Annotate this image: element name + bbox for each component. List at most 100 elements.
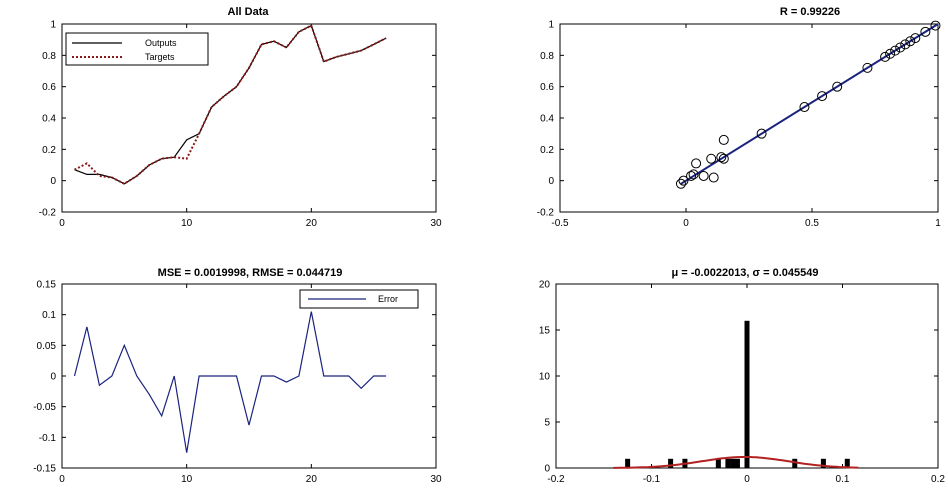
panel-regression: R = 0.99226 -0.5 0 0.5 1 -0.2 0 0.2 0.4 0.6 0.8 1 xyxy=(537,6,941,229)
y-tick-label: 0 xyxy=(548,176,554,187)
panel-all-data: All Data 0 10 20 30-0.200.20.40.60.81 Outpu… xyxy=(39,6,442,229)
series-line-targets xyxy=(74,24,387,185)
data-point xyxy=(799,102,810,113)
x-tick-label: 0 xyxy=(683,218,689,229)
y-tick-label: 0.15 xyxy=(37,280,57,291)
data-point xyxy=(708,172,719,183)
y-tick-label: 0 xyxy=(50,372,56,383)
y-tick-label: 15 xyxy=(539,326,551,337)
x-tick-label: -0.2 xyxy=(547,474,565,485)
y-tick-label: 0 xyxy=(544,464,550,475)
x-tick-label: 30 xyxy=(430,218,442,229)
histogram-bar xyxy=(744,320,750,468)
histogram-bar xyxy=(820,458,826,468)
axes-box xyxy=(559,23,939,213)
y-tick-label: -0.1 xyxy=(39,433,57,444)
data-point xyxy=(675,178,686,189)
y-tick-label: 0.05 xyxy=(37,341,57,352)
data-point xyxy=(832,81,843,92)
y-tick-label: 5 xyxy=(544,418,550,429)
histogram-bar xyxy=(734,458,740,468)
plot-area: -0.2 -0.1 0 0.1 0.2 0 5 10 15 20 xyxy=(539,280,946,486)
chart-title: MSE = 0.0019998, RMSE = 0.044719 xyxy=(158,267,343,279)
normal-fit-curve xyxy=(613,456,859,469)
panel-histogram: μ = -0.0022013, σ = 0.045549 -0.2 -0.1 0 0.… xyxy=(539,267,946,485)
x-tick-label: 20 xyxy=(306,218,318,229)
data-point xyxy=(890,45,901,56)
x-tick-label: -0.5 xyxy=(551,218,569,229)
y-tick-label: 0.6 xyxy=(42,82,56,93)
legend: Error xyxy=(299,289,419,309)
chart-title: R = 0.99226 xyxy=(780,6,840,18)
data-point xyxy=(905,36,916,47)
histogram-bar xyxy=(725,458,731,468)
data-point xyxy=(880,51,891,62)
data-point xyxy=(862,62,873,73)
data-point xyxy=(817,91,828,102)
x-tick-label: 0.2 xyxy=(931,474,945,485)
x-tick-label: 0 xyxy=(59,218,65,229)
legend-outputs-label: Outputs xyxy=(145,38,177,48)
plot-area: 0 10 20 30 -0.15 -0.1 -0.05 0 0.05 0.1 0.15 xyxy=(33,280,442,486)
data-point xyxy=(698,170,709,181)
histogram-bar xyxy=(844,458,850,468)
y-tick-label: 10 xyxy=(539,372,551,383)
x-tick-label: -0.1 xyxy=(643,474,661,485)
x-tick-label: 10 xyxy=(181,474,193,485)
x-tick-label: 0 xyxy=(744,474,750,485)
y-tick-label: 0.8 xyxy=(42,51,56,62)
plot-area: -0.5 0 0.5 1 -0.2 0 0.2 0.4 0.6 0.8 1 xyxy=(537,20,941,230)
data-point xyxy=(756,128,767,139)
panel-error: MSE = 0.0019998, RMSE = 0.044719 0 10 20 30… xyxy=(33,267,442,485)
x-tick-label: 30 xyxy=(430,474,442,485)
y-tick-label: 0.2 xyxy=(540,145,554,156)
data-point xyxy=(895,42,906,53)
y-tick-label: 0.2 xyxy=(42,145,56,156)
y-tick-label: 1 xyxy=(50,20,56,31)
data-point xyxy=(885,48,896,59)
x-tick-label: 0 xyxy=(59,474,65,485)
data-point xyxy=(900,39,911,50)
y-tick-label: -0.2 xyxy=(537,208,555,219)
data-point xyxy=(930,20,941,31)
fit-line xyxy=(680,23,939,185)
y-tick-label: -0.2 xyxy=(39,208,57,219)
data-point xyxy=(718,153,729,164)
histogram-bar xyxy=(715,458,721,468)
y-tick-label: 0.1 xyxy=(42,310,56,321)
data-point xyxy=(686,170,697,181)
y-tick-label: 0 xyxy=(50,176,56,187)
legend-error-label: Error xyxy=(378,294,398,304)
x-tick-label: 0.5 xyxy=(805,218,819,229)
x-tick-label: 10 xyxy=(181,218,193,229)
data-point xyxy=(678,175,689,186)
y-tick-label: 20 xyxy=(539,280,551,291)
data-point xyxy=(716,152,727,163)
data-point xyxy=(688,169,699,180)
x-tick-label: 0.1 xyxy=(836,474,850,485)
legend: Outputs Targets xyxy=(65,32,209,66)
histogram-bar xyxy=(668,458,674,468)
chart-title: All Data xyxy=(228,6,270,18)
data-point xyxy=(718,134,729,145)
data-point xyxy=(706,153,717,164)
series-line-error xyxy=(73,311,387,453)
y-tick-label: 0.4 xyxy=(42,114,56,125)
y-tick-label: -0.05 xyxy=(33,402,56,413)
x-tick-label: 20 xyxy=(306,474,318,485)
histogram-bar xyxy=(625,458,631,468)
histogram-bar xyxy=(792,458,798,468)
data-point xyxy=(691,158,702,169)
data-point xyxy=(920,26,931,37)
y-tick-label: 1 xyxy=(548,20,554,31)
y-tick-label: 0.8 xyxy=(540,51,554,62)
chart-title: μ = -0.0022013, σ = 0.045549 xyxy=(672,267,819,279)
y-tick-label: 0.6 xyxy=(540,82,554,93)
data-point xyxy=(910,33,921,44)
y-tick-label: 0.4 xyxy=(540,114,554,125)
legend-targets-label: Targets xyxy=(145,52,175,62)
x-tick-label: 1 xyxy=(935,218,941,229)
y-tick-label: -0.15 xyxy=(33,464,56,475)
histogram-bar xyxy=(730,458,736,468)
